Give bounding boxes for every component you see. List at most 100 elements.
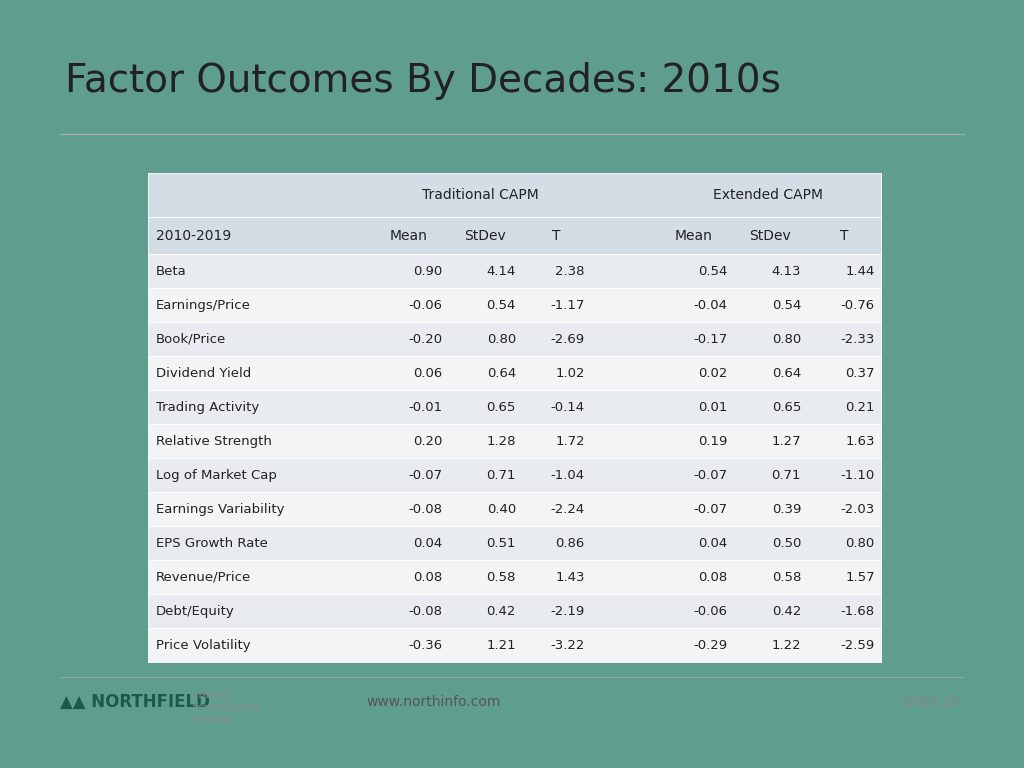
Text: -0.01: -0.01 [409,401,442,414]
Text: -0.14: -0.14 [551,401,585,414]
Text: 0.80: 0.80 [486,333,516,346]
Text: -0.36: -0.36 [409,639,442,652]
Text: Debt/Equity: Debt/Equity [156,605,234,617]
Text: -0.76: -0.76 [841,299,874,312]
Text: 1.63: 1.63 [845,435,874,448]
Text: 0.39: 0.39 [772,503,801,516]
Text: T: T [552,229,560,243]
Text: 1.43: 1.43 [555,571,585,584]
Text: 0.64: 0.64 [486,367,516,380]
Text: Log of Market Cap: Log of Market Cap [156,468,278,482]
Text: -2.03: -2.03 [841,503,874,516]
Text: 0.20: 0.20 [413,435,442,448]
Text: Earnings/Price: Earnings/Price [156,299,251,312]
Text: -0.07: -0.07 [693,503,727,516]
Text: ▲▲ NORTHFIELD: ▲▲ NORTHFIELD [59,693,210,710]
Text: 1.22: 1.22 [771,639,801,652]
Text: 1.57: 1.57 [845,571,874,584]
Text: 0.65: 0.65 [486,401,516,414]
Text: Traditional CAPM: Traditional CAPM [422,188,539,202]
Text: 0.02: 0.02 [698,367,727,380]
Bar [148,628,881,662]
Bar [148,323,881,356]
Bar [148,173,881,217]
Text: Trading Activity: Trading Activity [156,401,259,414]
Bar [148,254,881,289]
Text: 0.19: 0.19 [698,435,727,448]
Text: 0.58: 0.58 [772,571,801,584]
Bar [148,526,881,561]
Text: -0.04: -0.04 [693,299,727,312]
Text: Relative Strength: Relative Strength [156,435,272,448]
Text: 0.04: 0.04 [698,537,727,550]
Text: Price Volatility: Price Volatility [156,639,251,652]
Text: -2.59: -2.59 [841,639,874,652]
Text: 0.21: 0.21 [845,401,874,414]
Text: -2.33: -2.33 [841,333,874,346]
Bar [148,594,881,628]
Text: -0.17: -0.17 [693,333,727,346]
Text: modeling
financial markets
worldwide: modeling financial markets worldwide [193,691,259,723]
Text: 0.04: 0.04 [413,537,442,550]
Text: 0.40: 0.40 [486,503,516,516]
Text: 1.21: 1.21 [486,639,516,652]
Text: 0.90: 0.90 [413,265,442,278]
Text: 0.08: 0.08 [413,571,442,584]
Text: 0.42: 0.42 [486,605,516,617]
Text: 0.80: 0.80 [772,333,801,346]
Bar [148,289,881,323]
Text: 1.27: 1.27 [771,435,801,448]
Text: 0.71: 0.71 [771,468,801,482]
Text: -2.24: -2.24 [551,503,585,516]
Bar [148,390,881,425]
Text: 2010-2019: 2010-2019 [156,229,231,243]
Text: -2.69: -2.69 [551,333,585,346]
Text: 0.50: 0.50 [772,537,801,550]
Text: -0.08: -0.08 [409,503,442,516]
Text: 1.44: 1.44 [846,265,874,278]
Text: -1.17: -1.17 [550,299,585,312]
Text: Dividend Yield: Dividend Yield [156,367,251,380]
Text: 1.28: 1.28 [486,435,516,448]
Text: T: T [840,229,848,243]
Text: Slide 25: Slide 25 [903,694,959,709]
Text: 0.64: 0.64 [772,367,801,380]
Text: EPS Growth Rate: EPS Growth Rate [156,537,268,550]
Text: 0.54: 0.54 [772,299,801,312]
Bar [148,561,881,594]
Text: 0.58: 0.58 [486,571,516,584]
Text: -0.29: -0.29 [693,639,727,652]
Text: 0.80: 0.80 [846,537,874,550]
Text: 4.14: 4.14 [486,265,516,278]
Bar [148,356,881,390]
Text: -1.10: -1.10 [841,468,874,482]
Text: Book/Price: Book/Price [156,333,226,346]
Text: -1.68: -1.68 [841,605,874,617]
Text: 0.06: 0.06 [413,367,442,380]
Text: -0.20: -0.20 [409,333,442,346]
Bar [148,492,881,526]
Text: 1.72: 1.72 [555,435,585,448]
Text: -0.07: -0.07 [693,468,727,482]
Text: 0.65: 0.65 [772,401,801,414]
Text: -2.19: -2.19 [551,605,585,617]
Text: 1.02: 1.02 [555,367,585,380]
Text: Mean: Mean [390,229,428,243]
Text: 0.42: 0.42 [772,605,801,617]
Text: Revenue/Price: Revenue/Price [156,571,251,584]
Text: 0.54: 0.54 [486,299,516,312]
Text: 0.08: 0.08 [698,571,727,584]
Bar [148,217,881,254]
Text: 0.86: 0.86 [555,537,585,550]
Text: StDev: StDev [464,229,506,243]
Text: 2.38: 2.38 [555,265,585,278]
Text: www.northinfo.com: www.northinfo.com [367,694,501,709]
Text: 0.54: 0.54 [698,265,727,278]
Text: 0.37: 0.37 [845,367,874,380]
Text: Mean: Mean [675,229,713,243]
Text: -0.06: -0.06 [409,299,442,312]
Text: 0.51: 0.51 [486,537,516,550]
Text: -1.04: -1.04 [551,468,585,482]
Bar [148,425,881,458]
Text: Extended CAPM: Extended CAPM [713,188,822,202]
